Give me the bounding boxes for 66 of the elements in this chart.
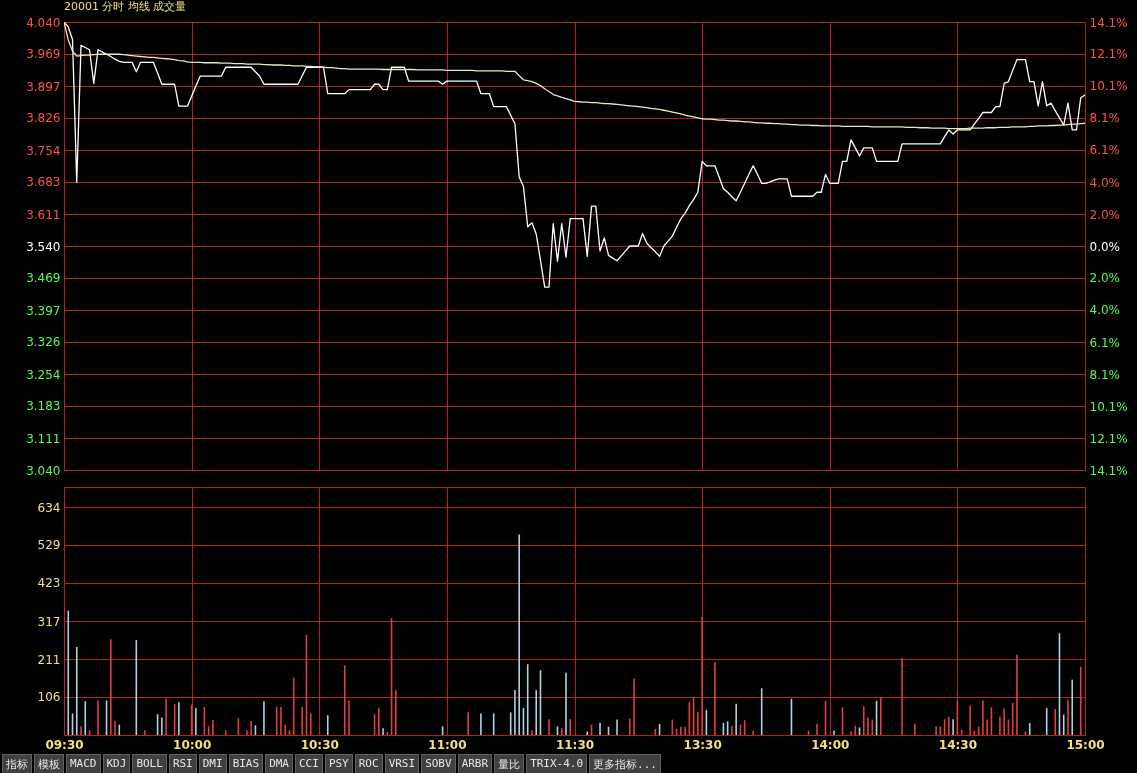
text: DMA: [265, 754, 293, 773]
y2-tick-label: 8.1%: [1089, 368, 1120, 383]
y2-tick-label: 4.0%: [1089, 303, 1120, 318]
y-tick-label: 3.040: [26, 463, 61, 478]
text: SOBV: [421, 754, 456, 773]
text: TRIX-4.0: [526, 754, 588, 773]
line-series: [64, 22, 1085, 288]
y-tick-label: 3.469: [26, 271, 61, 286]
chart-title: 20001 分时 均线 成交量: [64, 0, 187, 13]
x-tick-label: 10:00: [173, 737, 212, 752]
y2-tick-label: 10.1%: [1089, 399, 1128, 414]
y-tick-label: 3.397: [26, 303, 61, 318]
text: 指标: [2, 754, 32, 773]
text: BIAS: [228, 754, 264, 773]
y-tick-label: 634: [37, 500, 61, 515]
y2-tick-label: 14.1%: [1089, 463, 1128, 478]
text: 模板: [34, 754, 64, 773]
text: BOLL: [132, 754, 167, 773]
x-tick-label: 13:30: [683, 737, 722, 752]
text: CCI: [295, 754, 323, 773]
y-tick-label: 4.040: [26, 15, 61, 30]
y2-tick-label: 0.0%: [1089, 239, 1120, 254]
x-tick-label: 11:00: [428, 737, 467, 752]
y-tick-label: 106: [37, 690, 61, 705]
x-tick-label: 15:00: [1066, 737, 1105, 752]
y2-tick-label: 2.0%: [1089, 207, 1120, 222]
y2-tick-label: 12.1%: [1089, 47, 1128, 62]
x-tick-label: 10:30: [300, 737, 339, 752]
line-series: [64, 22, 1085, 130]
text: ARBR: [457, 754, 493, 773]
y-tick-label: 3.111: [26, 431, 61, 446]
text: VRSI: [384, 754, 420, 773]
y-tick-label: 3.183: [26, 399, 61, 414]
y2-tick-label: 4.0%: [1089, 175, 1120, 190]
y-tick-label: 3.540: [26, 239, 61, 254]
x-tick-label: 14:00: [811, 737, 850, 752]
text: 量比: [494, 754, 525, 773]
y-tick-label: 423: [37, 576, 61, 591]
x-tick-label: 09:30: [45, 737, 84, 752]
y2-tick-label: 8.1%: [1089, 110, 1120, 125]
y-tick-label: 317: [37, 614, 61, 629]
text: KDJ: [102, 754, 131, 773]
text: ROC: [354, 754, 383, 773]
x-tick-label: 14:30: [938, 737, 977, 752]
y-tick-label: 3.326: [26, 335, 61, 350]
y-tick-label: 3.683: [26, 175, 61, 190]
text: PSY: [324, 754, 353, 773]
y2-tick-label: 6.1%: [1089, 336, 1120, 351]
y2-tick-label: 2.0%: [1089, 271, 1120, 286]
y-tick-label: 3.969: [26, 47, 61, 62]
y2-tick-label: 12.1%: [1089, 431, 1128, 446]
y-tick-label: 3.254: [26, 367, 61, 382]
text: MACD: [66, 754, 101, 773]
y-tick-label: 529: [37, 538, 61, 553]
y2-tick-label: 6.1%: [1089, 142, 1120, 157]
text: 更多指标...: [589, 754, 661, 773]
y-tick-label: 3.754: [26, 143, 61, 158]
y2-tick-label: 14.1%: [1089, 15, 1128, 30]
x-tick-label: 11:30: [555, 737, 595, 752]
text: DMI: [198, 754, 227, 773]
y-tick-label: 3.826: [26, 111, 61, 126]
y-tick-label: 211: [37, 652, 61, 667]
y-tick-label: 3.897: [26, 79, 61, 94]
text: RSI: [168, 754, 197, 773]
y2-tick-label: 10.1%: [1089, 79, 1128, 94]
y-tick-label: 3.611: [26, 207, 61, 222]
